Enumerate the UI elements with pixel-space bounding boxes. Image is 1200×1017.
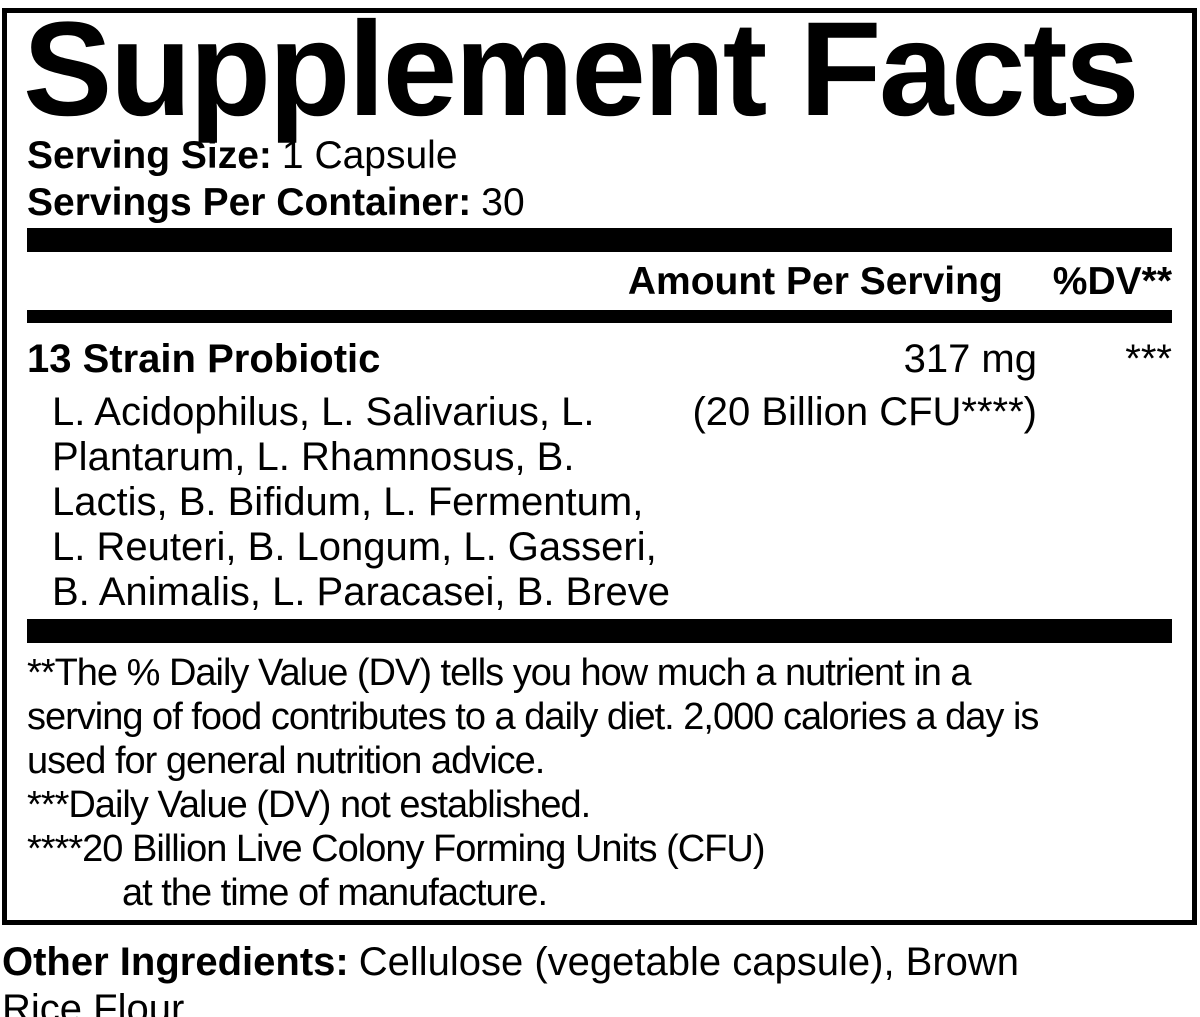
supplement-facts-panel: Supplement Facts Serving Size: 1 Capsule … xyxy=(2,0,1197,925)
footnote-line: used for general nutrition advice. xyxy=(27,740,545,782)
percent-dv-header: %DV** xyxy=(1052,260,1172,303)
strain-list-line: L. Acidophilus, L. Salivarius, L. xyxy=(52,390,595,434)
strain-list-line: Lactis, B. Bifidum, L. Fermentum, xyxy=(52,480,644,524)
strain-list: L. Acidophilus, L. Salivarius, L. Planta… xyxy=(52,390,692,615)
serving-size-label: Serving Size: xyxy=(27,134,272,177)
strain-list-line: L. Reuteri, B. Longum, L. Gasseri, xyxy=(52,525,657,569)
other-ingredients: Other Ingredients: Cellulose (vegetable c… xyxy=(2,939,1067,1017)
footnotes-block: **The % Daily Value (DV) tells you how m… xyxy=(27,651,1172,915)
amount-detail: (20 Billion CFU****) xyxy=(692,390,1037,434)
amount-block: 317 mg (20 Billion CFU****) xyxy=(692,337,1037,435)
footnote-line: at the time of manufacture. xyxy=(122,872,548,914)
serving-size-value: 1 Capsule xyxy=(281,134,458,177)
other-ingredients-label: Other Ingredients: xyxy=(2,940,349,984)
footnote-line: ***Daily Value (DV) not established. xyxy=(27,784,591,826)
other-ingredients-value: Cellulose (vegetable capsule), Brown Ric… xyxy=(2,940,1020,1017)
panel-title: Supplement Facts xyxy=(23,0,1140,144)
strain-list-line: Plantarum, L. Rhamnosus, B. xyxy=(52,435,575,479)
column-header-row: Amount Per Serving %DV** xyxy=(27,260,1172,304)
servings-per-container-row: Servings Per Container: 30 xyxy=(27,179,1172,226)
nutrient-name: 13 Strain Probiotic xyxy=(27,337,381,381)
divider-bar-footnotes xyxy=(27,619,1172,643)
divider-bar-top xyxy=(27,228,1172,252)
serving-size-row: Serving Size: 1 Capsule xyxy=(27,132,1172,179)
footnote-line: **The % Daily Value (DV) tells you how m… xyxy=(27,652,972,694)
amount-value: 317 mg xyxy=(903,337,1037,381)
footnote-line: ****20 Billion Live Colony Forming Units… xyxy=(27,828,766,870)
servings-per-container-label: Servings Per Container: xyxy=(27,181,472,224)
footnote-line: serving of food contributes to a daily d… xyxy=(27,696,1039,738)
nutrient-row: 13 Strain Probiotic L. Acidophilus, L. S… xyxy=(27,337,1172,615)
strain-list-line: B. Animalis, L. Paracasei, B. Breve xyxy=(52,570,671,614)
divider-bar-header xyxy=(27,310,1172,323)
servings-per-container-value: 30 xyxy=(481,181,525,224)
dv-symbol: *** xyxy=(1125,337,1172,381)
nutrient-name-block: 13 Strain Probiotic L. Acidophilus, L. S… xyxy=(27,337,692,615)
amount-per-serving-header: Amount Per Serving xyxy=(627,260,1003,303)
